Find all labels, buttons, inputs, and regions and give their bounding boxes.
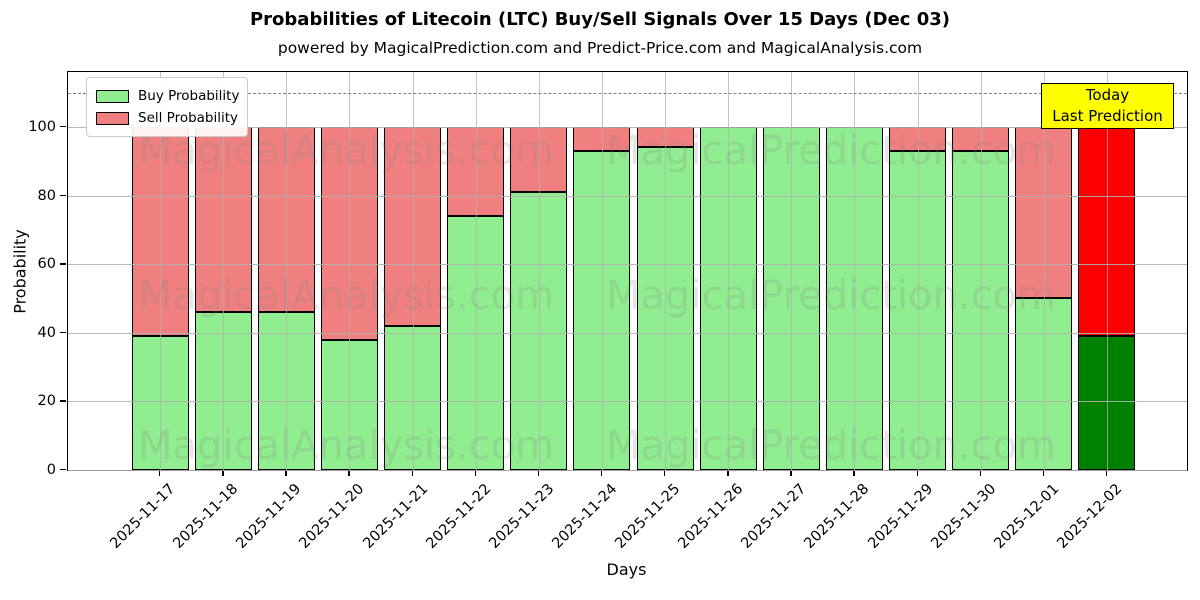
x-tick-label: 2025-12-02 [1054,481,1126,552]
y-tick-label: 100 [28,118,56,135]
x-tick-label: 2025-11-21 [359,481,431,552]
x-tick-label: 2025-11-25 [612,481,684,552]
x-tick-mark [411,470,413,476]
gridline-y-80 [68,195,1187,197]
y-tick-mark [60,331,66,334]
gridline-x-2025-11-20 [349,72,351,470]
x-tick-label: 2025-11-22 [423,481,494,552]
y-tick-label: 80 [37,187,56,204]
x-tick-label: 2025-11-27 [738,481,810,552]
gridline-x-2025-11-25 [665,72,667,470]
gridline-x-2025-12-01 [1043,72,1045,470]
gridline-x-2025-11-30 [980,72,982,470]
gridline-x-2025-11-17 [160,72,161,470]
sell-swatch-icon [96,111,129,125]
plot-area: MagicalAnalysis.com MagicalPrediction.com… [67,71,1188,471]
gridline-x-2025-11-19 [286,72,288,470]
y-tick-label: 0 [46,462,56,478]
x-tick-mark [979,470,982,476]
chart-title: Probabilities of Litecoin (LTC) Buy/Sell… [249,9,950,30]
x-tick-mark [285,470,287,476]
x-tick-label: 2025-11-29 [864,481,936,552]
y-tick-mark [60,125,66,128]
gridline-x-2025-11-27 [791,72,793,470]
chart-subtitle: powered by MagicalPrediction.com and Pre… [277,39,923,57]
watermark-text: MagicalPrediction.com [606,128,1056,174]
gridline-x-2025-11-26 [728,72,730,470]
today-annotation-line1: Today [1085,86,1130,104]
x-tick-label: 2025-11-26 [675,481,747,552]
x-tick-label: 2025-12-01 [991,481,1063,552]
x-tick-mark [537,470,540,476]
today-annotation-line2: Last Prediction [1052,107,1163,125]
gridline-y-60 [68,264,1187,266]
x-tick-mark [790,470,792,476]
gridline-x-2025-11-18 [223,72,225,470]
gridline-x-2025-11-23 [538,72,540,470]
x-tick-mark [916,470,918,476]
x-tick-mark [1042,470,1045,476]
gridline-x-2025-11-22 [475,72,477,470]
y-tick-label: 20 [37,393,56,410]
x-tick-label: 2025-11-18 [170,481,242,552]
y-tick-mark [60,194,66,196]
y-tick-label: 60 [37,256,56,273]
x-tick-label: 2025-11-28 [801,481,873,552]
x-tick-mark [348,470,350,476]
legend-buy-label: Buy Probability [138,88,240,104]
dashed-threshold-line [68,92,1187,94]
x-tick-mark [664,470,666,476]
x-tick-label: 2025-11-20 [296,481,368,552]
watermark-text: MagicalAnalysis.com [137,423,555,469]
x-tick-label: 2025-11-17 [107,481,179,552]
x-tick-mark [474,470,477,476]
watermark-text: MagicalPrediction.com [606,423,1056,469]
legend-row-buy: Buy Probability [96,85,240,107]
y-tick-mark [60,263,66,265]
gridline-x-2025-11-21 [412,72,414,470]
legend-row-sell: Sell Probability [96,107,239,129]
x-tick-mark [222,470,224,476]
buy-swatch-icon [96,89,129,103]
gridline-x-2025-11-29 [917,72,919,470]
x-tick-mark [853,470,855,476]
today-annotation: Today Last Prediction [1041,83,1174,129]
x-tick-mark [159,470,161,476]
y-tick-label: 40 [37,324,56,341]
x-axis-label: Days [606,560,647,579]
gridline-x-2025-11-28 [854,72,856,470]
gridline-y-40 [68,332,1187,334]
x-tick-mark [1105,470,1108,476]
gridline-x-2025-12-02 [1106,72,1108,470]
x-tick-label: 2025-11-30 [928,481,1000,552]
x-tick-label: 2025-11-23 [486,481,558,552]
gridline-x-2025-11-24 [601,72,603,470]
x-tick-label: 2025-11-24 [549,481,621,552]
gridline-y-100 [68,126,1187,128]
watermark-text: MagicalPrediction.com [606,273,1056,319]
x-tick-mark [600,470,603,476]
watermark-text: MagicalAnalysis.com [137,273,555,319]
legend: Buy Probability Sell Probability [86,77,248,137]
x-tick-label: 2025-11-19 [233,481,305,552]
legend-sell-label: Sell Probability [138,110,239,126]
y-tick-mark [60,400,66,402]
y-tick-mark [60,469,66,471]
x-tick-mark [727,470,729,476]
gridline-y-0 [68,470,1187,471]
gridline-y-20 [68,401,1187,403]
